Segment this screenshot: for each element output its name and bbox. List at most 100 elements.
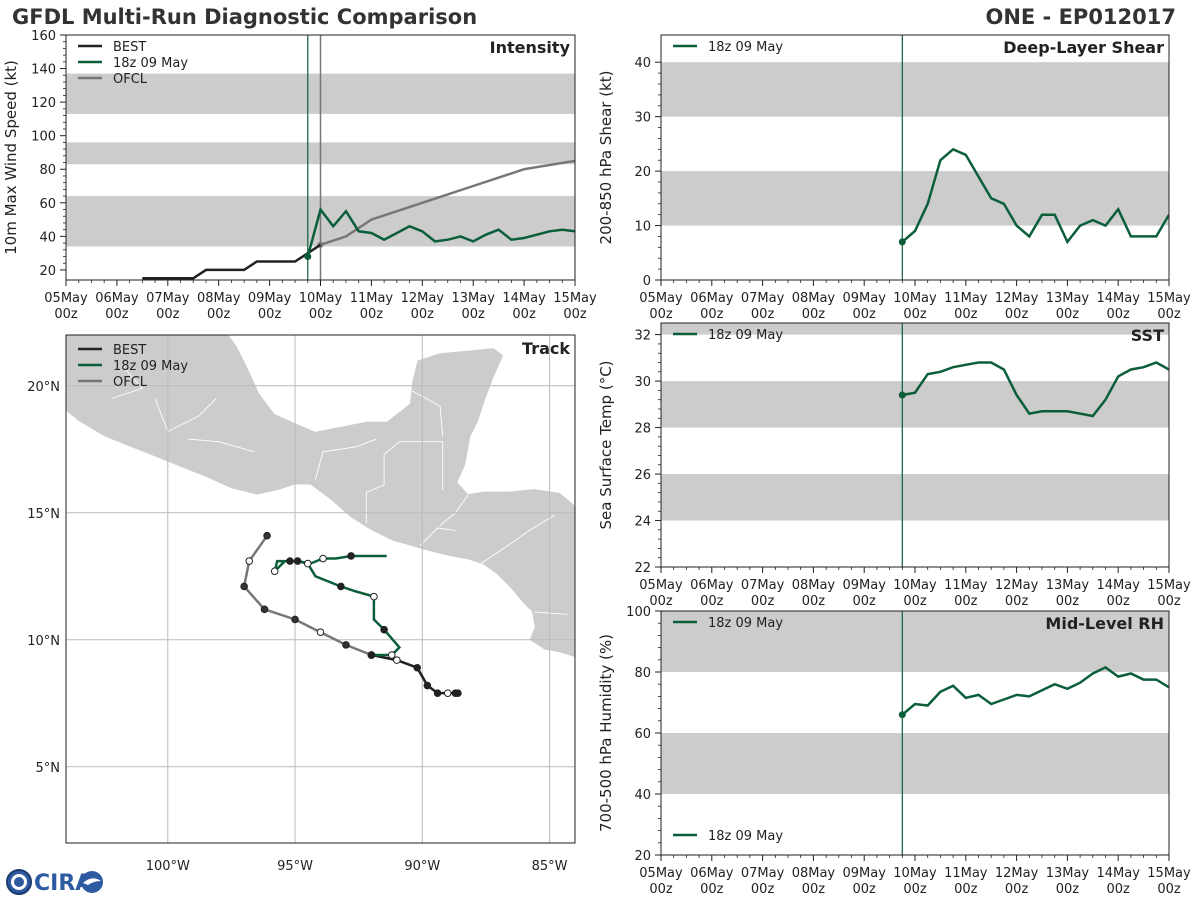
track-point-ofcl (342, 641, 350, 649)
intensity-legend-label: BEST (113, 40, 146, 55)
track-line-ofcl (242, 534, 372, 657)
land-border (365, 441, 443, 523)
mid-level-rh-xtick-label: 06May (690, 866, 734, 881)
sst-band (661, 323, 1169, 335)
sst-xtick-sublabel: 00z (751, 594, 775, 609)
deep-layer-shear-xtick-sublabel: 00z (954, 307, 978, 322)
land-border (188, 438, 255, 453)
intensity-panel: 2040608010012014016005May00z06May00z07Ma… (2, 29, 597, 322)
mid-level-rh-xtick-label: 07May (741, 866, 785, 881)
intensity-xtick-label: 12May (401, 291, 445, 306)
deep-layer-shear-title: Deep-Layer Shear (1003, 38, 1164, 57)
track-xtick-label: 90°W (404, 859, 440, 874)
deep-layer-shear-ytick-label: 30 (634, 111, 651, 126)
deep-layer-shear-xtick-label: 05May (639, 291, 683, 306)
track-frame (65, 334, 576, 844)
sst-xtick-label: 13May (1046, 578, 1090, 593)
land-border (534, 611, 568, 615)
sst-xtick-sublabel: 00z (649, 594, 673, 609)
track-point-18z-09-may (367, 651, 376, 659)
deep-layer-shear-ytick-label: 10 (634, 220, 651, 235)
sst-xtick-sublabel: 00z (700, 594, 724, 609)
land-border (419, 527, 456, 547)
intensity-ytick-label: 160 (31, 29, 56, 44)
track-point-18z-09-may (319, 554, 327, 563)
intensity-frame (65, 34, 576, 281)
mid-level-rh-xtick-label: 13May (1046, 866, 1090, 881)
sst-xtick-label: 10May (893, 578, 937, 593)
track-point-18z-09-may (293, 557, 302, 565)
sst-ytick-label: 30 (634, 375, 651, 390)
sst-ytick-label: 26 (634, 468, 651, 483)
land-border (314, 438, 377, 480)
cira-logo: CIRA (4, 866, 104, 898)
mid-level-rh-xtick-label: 08May (792, 866, 836, 881)
track-xtick-label: 85°W (532, 859, 568, 874)
mid-level-rh-title: Mid-Level RH (1045, 614, 1164, 633)
mid-level-rh-xtick-sublabel: 00z (802, 882, 826, 897)
track-point-18z-09-may (347, 552, 355, 560)
intensity-ytick-label: 80 (39, 163, 56, 178)
track-point-ofcl (316, 628, 325, 636)
track-ytick-label: 10°N (27, 634, 60, 649)
figure-title: GFDL Multi-Run Diagnostic Comparison (12, 5, 478, 29)
mid-level-rh-xtick-sublabel: 00z (700, 882, 724, 897)
deep-layer-shear-panel: 01020304005May00z06May00z07May00z08May00… (597, 34, 1191, 322)
deep-layer-shear-init-point (898, 238, 906, 246)
sst-ytick-label: 22 (634, 561, 651, 576)
mid-level-rh-panel: 2040608010005May00z06May00z07May00z08May… (597, 605, 1191, 897)
deep-layer-shear-xtick-sublabel: 00z (751, 307, 775, 322)
intensity-series-18z-09-may (306, 206, 575, 257)
deep-layer-shear-xtick-sublabel: 00z (903, 307, 927, 322)
mid-level-rh-series-18z-09-may (901, 665, 1169, 716)
mid-level-rh-xtick-label: 15May (1147, 866, 1191, 881)
intensity-ytick-label: 20 (39, 264, 56, 279)
deep-layer-shear-xtick-label: 12May (995, 291, 1039, 306)
track-title: Track (522, 339, 570, 358)
track-point-best (451, 689, 460, 697)
deep-layer-shear-xtick-label: 14May (1096, 291, 1140, 306)
sst-frame (660, 322, 1170, 568)
sst-title: SST (1131, 326, 1164, 345)
sst-xtick-sublabel: 00z (903, 594, 927, 609)
track-point-ofcl (263, 531, 271, 540)
sst-ytick-label: 28 (634, 422, 651, 437)
mid-level-rh-xtick-label: 14May (1096, 866, 1140, 881)
intensity-ytick-label: 40 (39, 230, 56, 245)
sst-xtick-sublabel: 00z (1005, 594, 1029, 609)
intensity-xtick-sublabel: 00z (105, 307, 129, 322)
intensity-xtick-label: 15May (553, 291, 597, 306)
intensity-ytick-label: 100 (31, 130, 56, 145)
intensity-xtick-label: 13May (451, 291, 495, 306)
intensity-xtick-sublabel: 00z (309, 307, 333, 322)
deep-layer-shear-xtick-label: 13May (1046, 291, 1090, 306)
sst-xtick-label: 14May (1096, 578, 1140, 593)
mid-level-rh-xtick-sublabel: 00z (751, 882, 775, 897)
intensity-ytick-label: 140 (31, 63, 56, 78)
track-point-18z-09-may (370, 592, 378, 601)
sst-xtick-sublabel: 00z (802, 594, 826, 609)
deep-layer-shear-xtick-sublabel: 00z (700, 307, 724, 322)
cira-logo-mark: CIRA (6, 869, 103, 896)
sst-xtick-label: 15May (1147, 578, 1191, 593)
intensity-xtick-sublabel: 00z (411, 307, 435, 322)
deep-layer-shear-ytick-label: 20 (634, 165, 651, 180)
intensity-title: Intensity (490, 38, 571, 57)
deep-layer-shear-xtick-sublabel: 00z (1005, 307, 1029, 322)
deep-layer-shear-xtick-sublabel: 00z (649, 307, 673, 322)
intensity-xtick-label: 06May (95, 291, 139, 306)
sst-xtick-sublabel: 00z (1157, 594, 1181, 609)
intensity-ytick-label: 120 (31, 96, 56, 111)
mid-level-rh-frame (660, 610, 1170, 856)
track-line-18z-09-may (272, 554, 402, 657)
land-border (154, 398, 217, 433)
sst-ylabel: Sea Surface Temp (°C) (597, 360, 615, 529)
intensity-xtick-sublabel: 00z (512, 307, 536, 322)
intensity-legend-label: 18z 09 May (113, 56, 188, 71)
sst-xtick-label: 12May (995, 578, 1039, 593)
track-point-best (443, 689, 452, 697)
deep-layer-shear-series-18z-09-may (901, 147, 1169, 245)
mid-level-rh-xtick-sublabel: 00z (1005, 882, 1029, 897)
track-legend-label: 18z 09 May (113, 359, 188, 374)
